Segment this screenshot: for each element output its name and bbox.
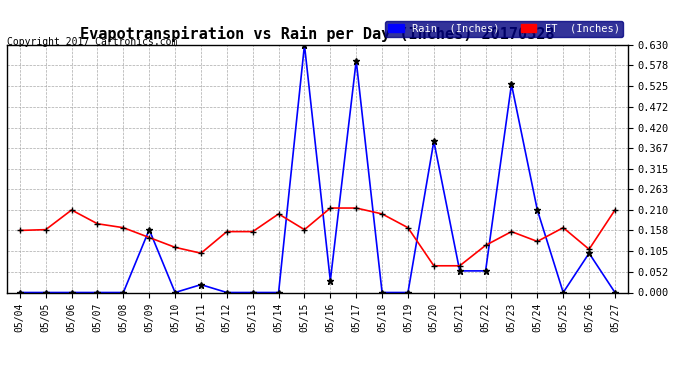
Legend: Rain  (Inches), ET  (Inches): Rain (Inches), ET (Inches) xyxy=(385,21,622,37)
Text: Copyright 2017 Cartronics.com: Copyright 2017 Cartronics.com xyxy=(7,37,177,47)
Title: Evapotranspiration vs Rain per Day (Inches) 20170528: Evapotranspiration vs Rain per Day (Inch… xyxy=(80,27,555,42)
